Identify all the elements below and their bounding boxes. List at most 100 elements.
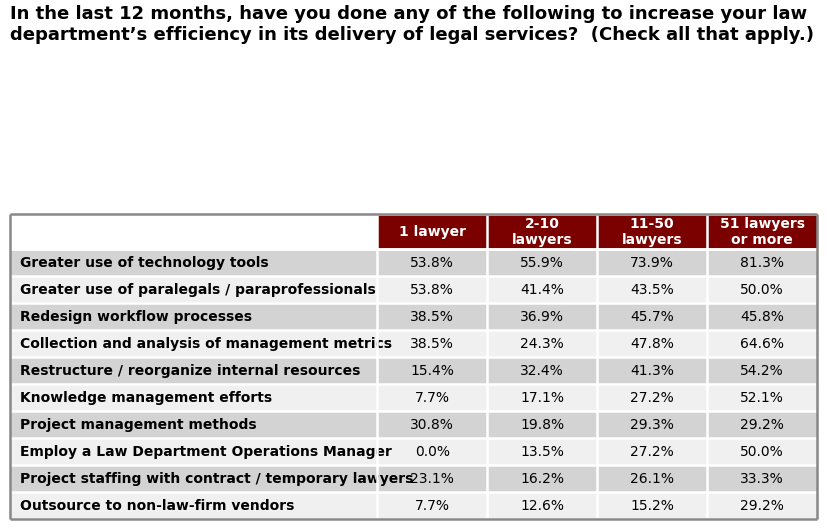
Text: 7.7%: 7.7% [414,391,450,405]
Bar [10,466,377,492]
Text: 15.4%: 15.4% [410,364,454,378]
Text: 41.3%: 41.3% [630,364,674,378]
Text: 73.9%: 73.9% [630,256,674,270]
Bar [597,358,707,385]
Bar [10,249,377,276]
Text: Project management methods: Project management methods [20,418,256,432]
Bar [487,385,597,412]
Bar [10,385,377,412]
Text: Knowledge management efforts: Knowledge management efforts [20,391,272,405]
Bar [597,412,707,439]
Text: 7.7%: 7.7% [414,499,450,513]
Bar [707,385,817,412]
Text: Restructure / reorganize internal resources: Restructure / reorganize internal resour… [20,364,361,378]
Text: 12.6%: 12.6% [520,499,564,513]
Text: 16.2%: 16.2% [520,472,564,486]
Bar [597,249,707,276]
Bar [487,412,597,439]
Text: Employ a Law Department Operations Manager: Employ a Law Department Operations Manag… [20,445,392,459]
Bar [377,385,487,412]
Text: 15.2%: 15.2% [630,499,674,513]
Bar [707,412,817,439]
Bar [487,276,597,303]
Bar [597,276,707,303]
Text: 50.0%: 50.0% [740,445,784,459]
Bar [707,439,817,466]
Bar [10,214,377,249]
Text: 17.1%: 17.1% [520,391,564,405]
Text: 27.2%: 27.2% [630,391,674,405]
Bar [10,412,377,439]
Text: 2-10
lawyers: 2-10 lawyers [512,217,572,247]
Bar [707,276,817,303]
Text: 32.4%: 32.4% [520,364,564,378]
Bar [377,303,487,331]
Text: 41.4%: 41.4% [520,283,564,297]
Bar [10,358,377,385]
Text: 55.9%: 55.9% [520,256,564,270]
Bar [10,492,377,519]
Text: Outsource to non-law-firm vendors: Outsource to non-law-firm vendors [20,499,294,513]
Text: 45.8%: 45.8% [740,310,784,324]
Bar [377,412,487,439]
Bar [377,276,487,303]
Bar [707,249,817,276]
Bar [377,214,487,249]
Bar [10,331,377,358]
Text: Redesign workflow processes: Redesign workflow processes [20,310,252,324]
Text: Greater use of technology tools: Greater use of technology tools [20,256,269,270]
Text: 50.0%: 50.0% [740,283,784,297]
Bar [597,303,707,331]
Text: 81.3%: 81.3% [740,256,784,270]
Text: Greater use of paralegals / paraprofessionals: Greater use of paralegals / paraprofessi… [20,283,375,297]
Text: 29.2%: 29.2% [740,418,784,432]
Bar [10,439,377,466]
Bar [597,385,707,412]
Text: Project staffing with contract / temporary lawyers: Project staffing with contract / tempora… [20,472,414,486]
Text: 53.8%: 53.8% [410,256,454,270]
Text: 29.2%: 29.2% [740,499,784,513]
Bar [487,492,597,519]
Text: 33.3%: 33.3% [740,472,784,486]
Text: 54.2%: 54.2% [740,364,784,378]
Bar [377,492,487,519]
Bar [707,466,817,492]
Text: 52.1%: 52.1% [740,391,784,405]
Text: Collection and analysis of management metrics: Collection and analysis of management me… [20,337,392,351]
Bar [10,303,377,331]
Text: 13.5%: 13.5% [520,445,564,459]
Text: 47.8%: 47.8% [630,337,674,351]
Bar [487,358,597,385]
Bar [597,214,707,249]
Bar [377,358,487,385]
Bar [707,214,817,249]
Bar [707,358,817,385]
Bar [597,439,707,466]
Bar [597,492,707,519]
Text: 11-50
lawyers: 11-50 lawyers [622,217,682,247]
Bar [487,214,597,249]
Text: 19.8%: 19.8% [520,418,564,432]
Bar [707,303,817,331]
Text: 45.7%: 45.7% [630,310,674,324]
Bar [707,492,817,519]
Bar [377,249,487,276]
Bar [487,249,597,276]
Text: 27.2%: 27.2% [630,445,674,459]
Text: 29.3%: 29.3% [630,418,674,432]
Bar [487,331,597,358]
Bar [487,303,597,331]
Bar [707,331,817,358]
Bar [10,276,377,303]
Text: 43.5%: 43.5% [630,283,674,297]
Bar [487,439,597,466]
Bar [377,331,487,358]
Text: 36.9%: 36.9% [520,310,564,324]
Text: 26.1%: 26.1% [630,472,674,486]
Text: 24.3%: 24.3% [520,337,564,351]
Text: 51 lawyers
or more: 51 lawyers or more [719,217,805,247]
Text: 53.8%: 53.8% [410,283,454,297]
Text: 38.5%: 38.5% [410,310,454,324]
Bar [597,331,707,358]
Bar [377,466,487,492]
